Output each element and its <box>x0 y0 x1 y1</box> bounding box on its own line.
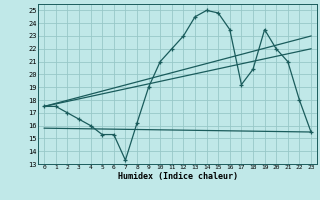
X-axis label: Humidex (Indice chaleur): Humidex (Indice chaleur) <box>118 172 238 181</box>
